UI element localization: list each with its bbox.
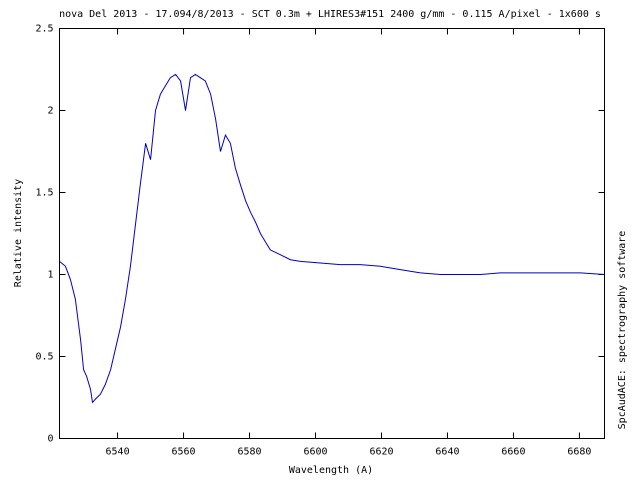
y-tick-label: 2 bbox=[47, 106, 53, 117]
x-tick-label: 6660 bbox=[501, 447, 525, 458]
x-tick-label: 6580 bbox=[237, 447, 261, 458]
y-tick-label: 0 bbox=[47, 434, 53, 445]
chart-title: nova Del 2013 - 17.094/8/2013 - SCT 0.3m… bbox=[59, 9, 601, 20]
spectrum-line bbox=[59, 73, 605, 404]
x-tick-label: 6600 bbox=[303, 447, 327, 458]
plot-frame bbox=[59, 28, 605, 439]
x-tick-label: 6680 bbox=[567, 447, 591, 458]
x-axis-label: Wavelength (A) bbox=[289, 465, 373, 476]
y-tick-label: 0.5 bbox=[35, 352, 53, 363]
x-tick-label: 6540 bbox=[106, 447, 130, 458]
y-tick-label: 1 bbox=[47, 270, 53, 281]
y-tick-label: 1.5 bbox=[35, 188, 53, 199]
x-tick-label: 6620 bbox=[369, 447, 393, 458]
side-note: SpcAudACE: spectrography software bbox=[617, 231, 628, 430]
x-tick-label: 6640 bbox=[435, 447, 459, 458]
x-tick-label: 6560 bbox=[171, 447, 195, 458]
y-tick-label: 2.5 bbox=[35, 24, 53, 35]
y-axis-label: Relative intensity bbox=[13, 179, 24, 287]
